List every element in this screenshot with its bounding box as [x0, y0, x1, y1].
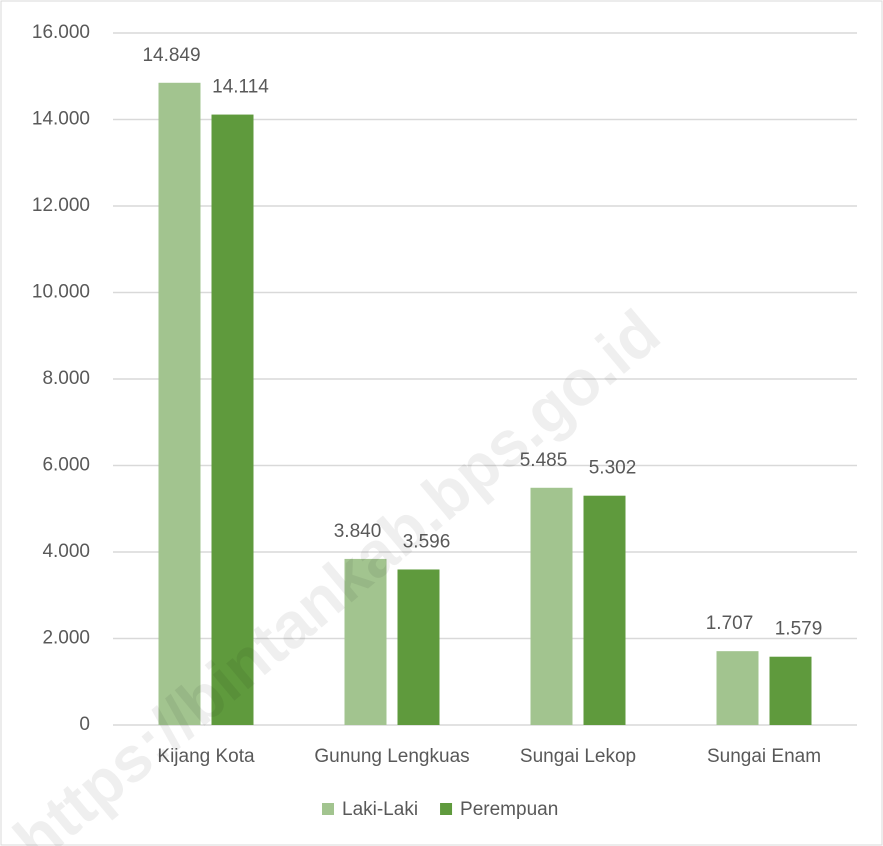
data-label: 3.840 — [334, 521, 382, 542]
x-tick-label: Kijang Kota — [157, 746, 255, 767]
data-label: 14.114 — [212, 77, 269, 98]
y-tick-label: 8.000 — [42, 368, 90, 389]
data-label: 1.707 — [706, 613, 754, 634]
bar — [158, 82, 201, 725]
y-tick-label: 12.000 — [32, 195, 90, 216]
bar — [530, 487, 573, 725]
legend-swatch — [322, 803, 334, 815]
data-label: 3.596 — [403, 531, 451, 552]
bar — [716, 651, 759, 725]
legend-label: Laki-Laki — [342, 799, 418, 820]
data-label: 1.579 — [775, 619, 823, 640]
legend-label: Perempuan — [460, 799, 558, 820]
data-label: 5.302 — [589, 458, 637, 479]
bar — [211, 114, 254, 725]
y-tick-label: 6.000 — [42, 455, 90, 476]
y-tick-label: 2.000 — [42, 628, 90, 649]
x-tick-label: Sungai Lekop — [520, 746, 636, 767]
y-tick-label: 14.000 — [32, 109, 90, 130]
data-label: 5.485 — [520, 450, 568, 471]
y-tick-label: 16.000 — [32, 22, 90, 43]
legend-swatch — [440, 803, 453, 815]
y-tick-label: 0 — [79, 714, 90, 735]
bar — [583, 495, 626, 725]
data-label: 14.849 — [142, 45, 200, 66]
y-tick-label: 4.000 — [42, 541, 90, 562]
bar — [769, 656, 812, 725]
bar — [397, 569, 440, 725]
x-tick-label: Gunung Lengkuas — [314, 746, 469, 767]
y-tick-label: 10.000 — [32, 282, 90, 303]
x-tick-label: Sungai Enam — [707, 746, 821, 767]
bar — [344, 558, 387, 725]
